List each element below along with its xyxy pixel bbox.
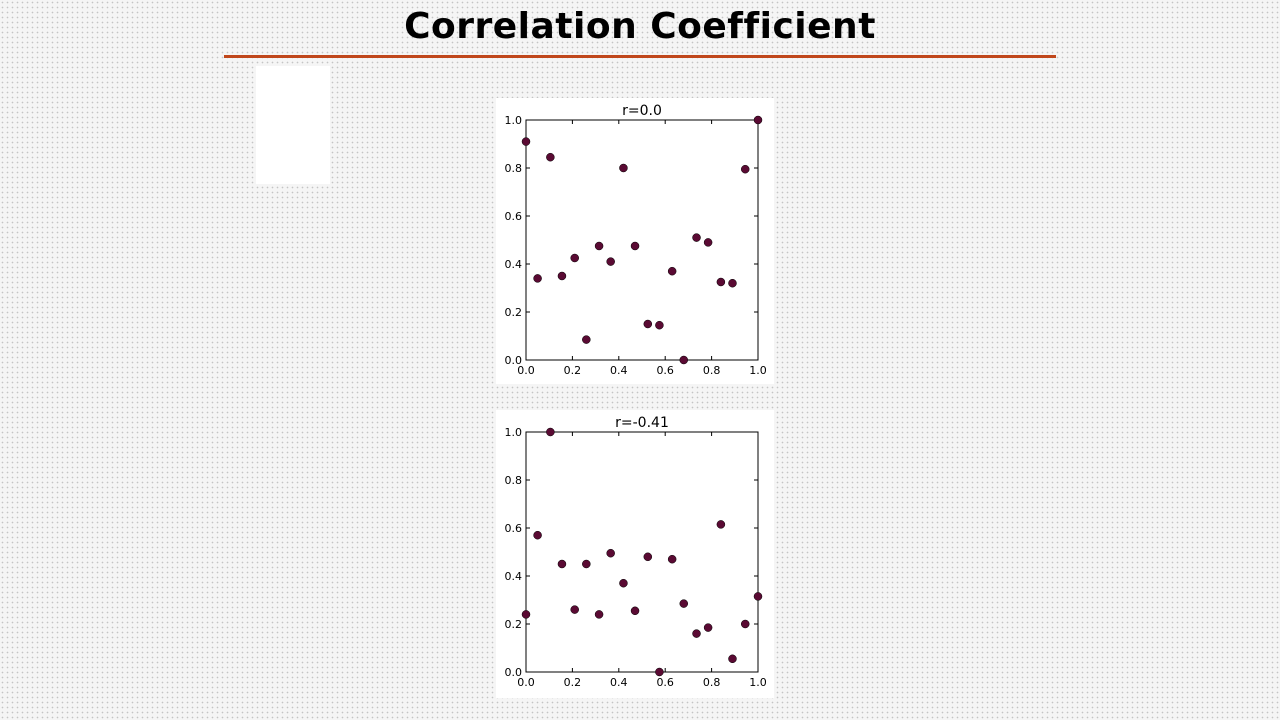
x-tick-label: 0.8 — [703, 676, 721, 689]
scatter-point — [679, 599, 689, 608]
y-tick-label: 0.0 — [505, 666, 523, 679]
x-tick-label: 1.0 — [749, 364, 767, 377]
x-tick-label: 0.2 — [564, 364, 582, 377]
plot-frame — [525, 431, 759, 673]
scatter-point — [703, 623, 713, 632]
scatter-point — [667, 554, 677, 564]
scatter-point — [703, 238, 713, 247]
y-tick-label: 0.8 — [505, 474, 523, 487]
scatter-point — [570, 253, 579, 263]
scatter-point — [521, 610, 531, 619]
scatter-point — [643, 319, 653, 329]
y-tick-label: 0.6 — [505, 210, 523, 223]
x-tick-label: 0.8 — [703, 364, 721, 377]
title-divider — [224, 55, 1056, 58]
scatter-point — [619, 578, 628, 588]
y-tick-label: 1.0 — [505, 114, 523, 127]
scatter-point — [728, 278, 737, 288]
scatter-point — [594, 241, 604, 251]
scatter-point — [740, 164, 750, 174]
x-tick-label: 0.6 — [656, 676, 674, 689]
scatter-plot-r-neg-041: r=-0.41 0.0 0.2 0.4 0.6 0.8 1.0 0.0 0.2 0.4 0.6 0.… — [496, 410, 774, 698]
scatter-point — [533, 274, 542, 283]
scatter-point — [728, 654, 737, 664]
scatter-point — [692, 233, 701, 242]
scatter-plot-r-0-svg: r=0.0 0.0 0.2 0.4 0.6 0.8 1.0 0.0 0.2 0.4 0.6 0.8 1… — [505, 103, 767, 377]
plot-frame — [525, 119, 759, 361]
scatter-point — [557, 559, 567, 569]
x-tick-label: 1.0 — [749, 676, 767, 689]
scatter-point — [630, 241, 640, 251]
scatter-point — [753, 115, 763, 125]
plot-title: r=0.0 — [622, 103, 662, 119]
x-tick-label: 0.0 — [517, 364, 535, 377]
y-tick-label: 0.8 — [505, 162, 523, 175]
x-tick-label: 0.4 — [610, 364, 628, 377]
scatter-point — [643, 552, 653, 562]
scatter-point — [546, 152, 555, 162]
scatter-point — [753, 592, 763, 601]
x-tick-label: 0.2 — [564, 676, 582, 689]
x-tick-label: 0.4 — [610, 676, 628, 689]
y-tick-label: 0.4 — [505, 258, 523, 271]
scatter-plot-r-0: r=0.0 0.0 0.2 0.4 0.6 0.8 1.0 0.0 0.2 0.4 0.6 0.8 1… — [496, 98, 774, 384]
scatter-point — [557, 271, 567, 281]
scatter-point — [679, 355, 689, 365]
scatter-point — [582, 559, 591, 569]
scatter-point — [630, 606, 640, 616]
y-tick-label: 0.2 — [505, 306, 523, 319]
scatter-point — [606, 257, 615, 266]
x-tick-label: 0.6 — [656, 364, 674, 377]
scatter-point — [619, 163, 628, 173]
scatter-point — [582, 335, 591, 344]
scatter-point — [570, 605, 579, 614]
scatter-point — [740, 619, 750, 629]
scatter-point — [533, 530, 542, 540]
scatter-point — [655, 667, 664, 677]
scatter-point — [521, 137, 531, 146]
slide-title: Correlation Coefficient — [404, 6, 876, 47]
scatter-point — [716, 520, 726, 529]
y-tick-label: 0.4 — [505, 570, 523, 583]
scatter-point — [546, 427, 555, 437]
blank-placeholder-box — [256, 66, 330, 184]
x-tick-label: 0.0 — [517, 676, 535, 689]
y-tick-label: 0.2 — [505, 618, 523, 631]
scatter-point — [594, 610, 604, 619]
scatter-point — [606, 548, 615, 558]
y-tick-label: 0.0 — [505, 354, 523, 367]
scatter-point — [716, 277, 726, 287]
y-tick-label: 0.6 — [505, 522, 523, 535]
scatter-point — [655, 320, 664, 330]
scatter-plot-r-neg-041-svg: r=-0.41 0.0 0.2 0.4 0.6 0.8 1.0 0.0 0.2 0.4 0.6 0.… — [505, 415, 767, 689]
y-tick-label: 1.0 — [505, 426, 523, 439]
plot-title: r=-0.41 — [615, 415, 669, 431]
scatter-point — [667, 266, 677, 276]
scatter-point — [692, 629, 701, 638]
